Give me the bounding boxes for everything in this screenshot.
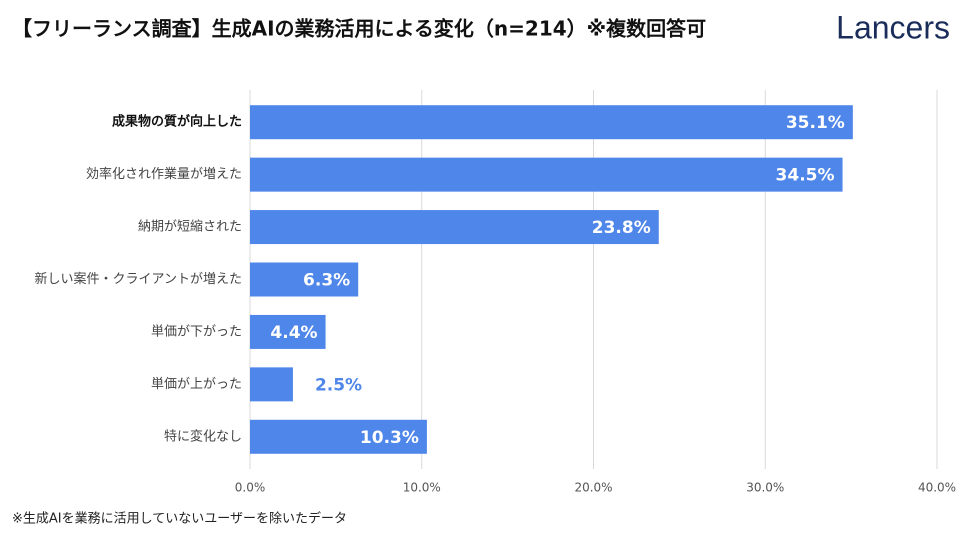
x-tick-label: 30.0% [746,481,784,495]
x-tick-label: 40.0% [918,481,956,495]
value-label: 6.3% [303,271,350,291]
x-tick-label: 10.0% [403,481,441,495]
bar [250,157,843,192]
footnote: ※生成AIを業務に活用していないユーザーを除いたデータ [12,511,347,527]
value-label: 2.5% [315,375,362,395]
value-label: 4.4% [270,323,317,343]
y-tick-label: 納期が短縮された [138,219,242,235]
chart-title: 【フリーランス調査】生成AIの業務活用による変化（n=214）※複数回答可 [12,17,706,41]
bar [250,210,659,245]
x-tick-label: 20.0% [574,481,612,495]
value-label: 10.3% [360,428,419,448]
x-tick-label: 0.0% [235,481,266,495]
bar [250,262,359,297]
value-label: 35.1% [786,113,845,133]
y-tick-label: 成果物の質が向上した [112,114,242,130]
value-label: 23.8% [592,218,651,238]
y-tick-label: 効率化され作業量が増えた [86,166,242,182]
y-tick-label: 新しい案件・クライアントが増えた [35,271,242,287]
y-tick-label: 単価が上がった [151,376,242,392]
bar [250,367,293,402]
bar [250,419,427,454]
brand-logo: Lancers [836,9,950,45]
bar [250,105,853,140]
y-tick-label: 単価が下がった [151,323,242,339]
y-tick-label: 特に変化なし [164,428,242,444]
value-label: 34.5% [776,166,835,186]
bar [250,314,326,349]
